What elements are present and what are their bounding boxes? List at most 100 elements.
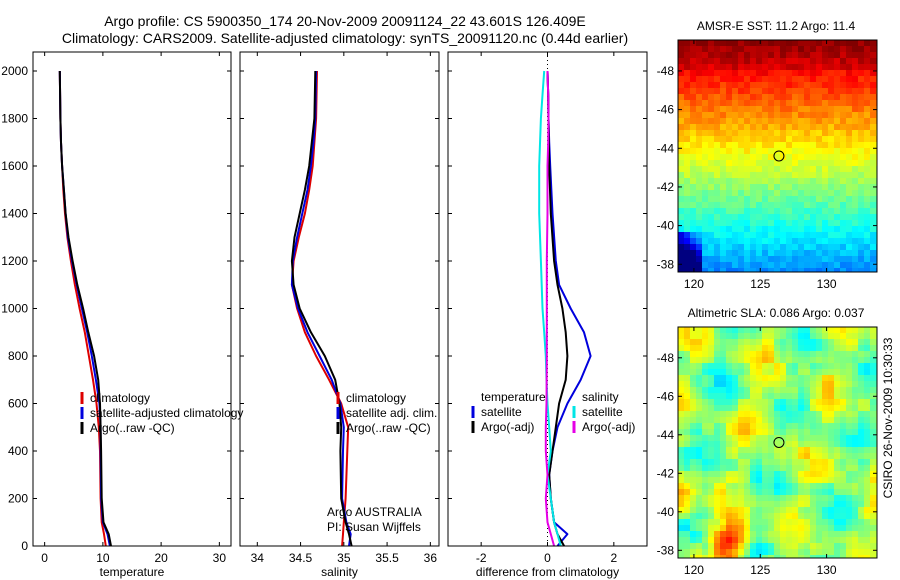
sst-heatmap-cell	[792, 256, 799, 263]
sla-heatmap-cell	[726, 531, 733, 538]
sla-heatmap-cell	[714, 387, 721, 394]
sst-heatmap-cell	[684, 58, 691, 65]
sla-heatmap-cell	[690, 453, 697, 460]
sla-heatmap-cell	[720, 531, 727, 538]
sst-heatmap-cell	[870, 172, 877, 179]
sla-heatmap-cell	[828, 333, 835, 340]
sst-heatmap-cell	[816, 268, 823, 273]
sst-heatmap-cell	[720, 238, 727, 245]
sla-heatmap-cell	[750, 531, 757, 538]
sla-heatmap-cell	[768, 507, 775, 514]
sst-heatmap-cell	[840, 46, 847, 53]
sla-heatmap-cell	[846, 465, 853, 472]
sla-heatmap-cell	[678, 441, 685, 448]
sla-heatmap-cell	[870, 417, 877, 424]
sst-heatmap-cell	[744, 172, 751, 179]
sla-heatmap-cell	[690, 495, 697, 502]
sst-heatmap-cell	[744, 82, 751, 89]
sla-heatmap-cell	[726, 471, 733, 478]
sla-heatmap-cell	[744, 465, 751, 472]
sst-heatmap-cell	[870, 124, 877, 131]
sst-heatmap-cell	[780, 184, 787, 191]
sst-heatmap-cell	[780, 256, 787, 263]
sst-heatmap-cell	[774, 208, 781, 215]
sla-heatmap-cell	[708, 525, 715, 532]
sla-heatmap-cell	[714, 471, 721, 478]
sla-heatmap-cell	[756, 489, 763, 496]
sla-heatmap-cell	[702, 447, 709, 454]
sla-heatmap-cell	[702, 345, 709, 352]
sst-heatmap-cell	[828, 196, 835, 203]
sst-heatmap-cell	[828, 166, 835, 173]
sst-y-tick-label: -38	[657, 257, 675, 271]
sst-heatmap-cell	[744, 52, 751, 59]
sla-heatmap-cell	[804, 393, 811, 400]
sst-heatmap-cell	[786, 214, 793, 221]
sla-heatmap-cell	[870, 387, 877, 394]
sst-heatmap-cell	[762, 190, 769, 197]
sla-heatmap-cell	[708, 363, 715, 370]
sst-heatmap-cell	[678, 148, 685, 155]
sla-heatmap-cell	[702, 381, 709, 388]
sst-heatmap-cell	[810, 190, 817, 197]
sst-heatmap-cell	[738, 160, 745, 167]
sst-heatmap-cell	[726, 76, 733, 83]
sst-heatmap-cell	[858, 76, 865, 83]
sla-heatmap-cell	[798, 477, 805, 484]
sla-heatmap-cell	[684, 357, 691, 364]
sla-heatmap-cell	[750, 507, 757, 514]
sst-heatmap-cell	[834, 196, 841, 203]
sla-heatmap-cell	[840, 369, 847, 376]
sla-heatmap-cell	[732, 507, 739, 514]
sst-heatmap-cell	[864, 46, 871, 53]
sst-heatmap-cell	[798, 70, 805, 77]
sla-heatmap-cell	[840, 387, 847, 394]
sst-heatmap-cell	[822, 88, 829, 95]
sla-heatmap-cell	[678, 531, 685, 538]
sst-heatmap-cell	[768, 244, 775, 251]
sst-heatmap-cell	[780, 124, 787, 131]
sla-heatmap-cell	[804, 537, 811, 544]
sla-heatmap-cell	[870, 405, 877, 412]
sla-heatmap-cell	[690, 339, 697, 346]
sla-heatmap-cell	[858, 345, 865, 352]
sst-heatmap-cell	[696, 160, 703, 167]
sst-heatmap-cell	[726, 154, 733, 161]
sla-heatmap-cell	[816, 513, 823, 520]
sla-heatmap-cell	[786, 387, 793, 394]
sst-heatmap-cell	[834, 190, 841, 197]
sla-heatmap-cell	[708, 387, 715, 394]
sst-heatmap-cell	[732, 130, 739, 137]
sst-heatmap-cell	[714, 124, 721, 131]
sst-heatmap-cell	[744, 88, 751, 95]
sst-heatmap-cell	[834, 142, 841, 149]
sst-heatmap-cell	[810, 202, 817, 209]
sst-heatmap-cell	[720, 46, 727, 53]
sla-heatmap-cell	[690, 429, 697, 436]
sla-heatmap-cell	[732, 369, 739, 376]
sla-heatmap-cell	[714, 357, 721, 364]
sla-heatmap-cell	[762, 399, 769, 406]
sst-heatmap-cell	[678, 172, 685, 179]
sst-heatmap-cell	[840, 262, 847, 269]
difference-x-tick-label: 2	[610, 551, 617, 565]
sla-heatmap-cell	[810, 543, 817, 550]
sst-heatmap-cell	[714, 166, 721, 173]
sst-heatmap-cell	[774, 112, 781, 119]
sst-heatmap-cell	[720, 226, 727, 233]
difference-series-salinity-argo-adj-	[544, 70, 556, 547]
sst-heatmap-cell	[828, 52, 835, 59]
sst-heatmap-cell	[816, 262, 823, 269]
sst-heatmap-cell	[750, 214, 757, 221]
sla-heatmap-cell	[774, 483, 781, 490]
sst-heatmap-cell	[816, 154, 823, 161]
sst-heatmap-cell	[858, 190, 865, 197]
sla-heatmap-cell	[690, 447, 697, 454]
sst-heatmap-cell	[738, 106, 745, 113]
sla-argo-position-marker	[773, 436, 785, 448]
sst-heatmap-cell	[732, 214, 739, 221]
sla-heatmap-cell	[726, 393, 733, 400]
sla-heatmap-cell	[714, 345, 721, 352]
sst-heatmap-cell	[864, 70, 871, 77]
